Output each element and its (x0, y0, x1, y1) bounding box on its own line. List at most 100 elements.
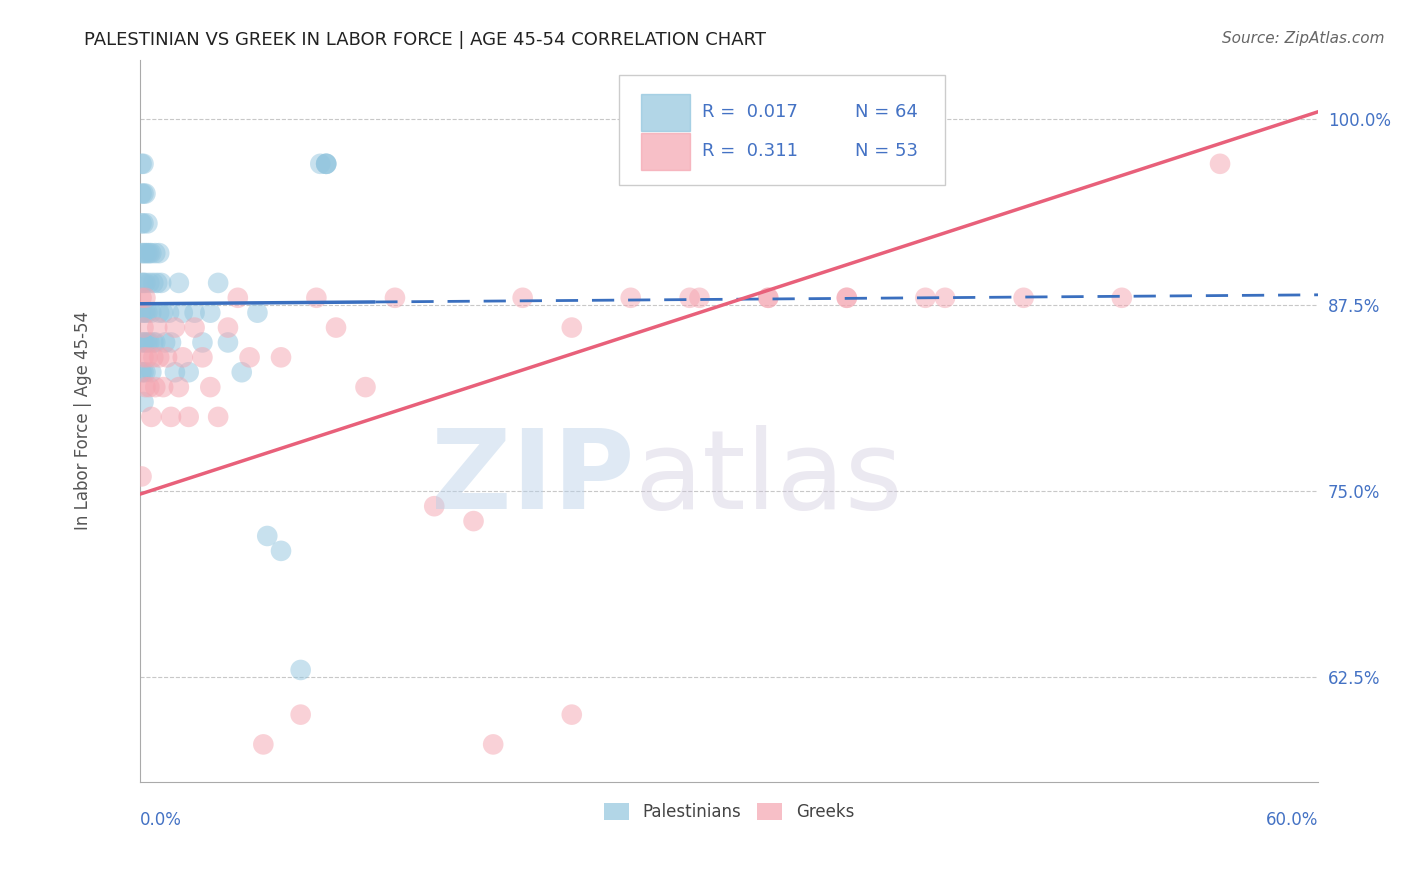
Point (132, 216, 155, 230)
Point (136, 351, 159, 365)
Text: atlas: atlas (634, 425, 903, 532)
Point (132, 335, 155, 350)
Point (131, 157, 153, 171)
Point (136, 335, 159, 350)
Point (156, 351, 179, 365)
Point (138, 246, 160, 260)
Point (131, 306, 153, 320)
Point (134, 291, 156, 305)
FancyBboxPatch shape (641, 94, 690, 131)
Point (1209, 157, 1232, 171)
Point (138, 380, 160, 394)
Point (146, 320, 169, 334)
Point (143, 335, 166, 350)
Point (134, 306, 156, 320)
Text: In Labor Force | Age 45-54: In Labor Force | Age 45-54 (75, 311, 91, 530)
Point (934, 291, 956, 305)
Point (835, 291, 858, 305)
Point (167, 380, 190, 394)
Point (163, 320, 186, 334)
Text: 60.0%: 60.0% (1265, 812, 1319, 830)
Point (191, 335, 214, 350)
Point (134, 186, 156, 201)
Text: N = 53: N = 53 (855, 143, 918, 161)
Point (177, 365, 200, 379)
Point (177, 409, 200, 424)
Point (270, 544, 292, 558)
Point (172, 351, 194, 365)
Text: Source: ZipAtlas.com: Source: ZipAtlas.com (1222, 31, 1385, 46)
Point (146, 276, 169, 290)
FancyBboxPatch shape (619, 76, 945, 185)
Point (354, 380, 377, 394)
Legend: Palestinians, Greeks: Palestinians, Greeks (598, 796, 860, 828)
Point (914, 291, 936, 305)
Point (143, 246, 166, 260)
Point (315, 157, 337, 171)
Point (132, 306, 155, 320)
Point (463, 514, 485, 528)
Point (1012, 291, 1035, 305)
Point (142, 351, 165, 365)
Point (384, 291, 406, 305)
Text: 0.0%: 0.0% (139, 812, 181, 830)
Point (142, 335, 165, 350)
Point (256, 529, 278, 543)
Point (423, 499, 446, 513)
Point (131, 291, 153, 305)
Point (132, 276, 155, 290)
Point (678, 291, 700, 305)
Point (217, 335, 239, 350)
Point (148, 306, 170, 320)
Text: PALESTINIAN VS GREEK IN LABOR FORCE | AGE 45-54 CORRELATION CHART: PALESTINIAN VS GREEK IN LABOR FORCE | AG… (84, 31, 766, 49)
Text: R =  0.311: R = 0.311 (702, 143, 797, 161)
Point (131, 469, 153, 483)
Text: R =  0.017: R = 0.017 (702, 103, 797, 121)
Point (134, 335, 156, 350)
Point (252, 738, 274, 752)
Point (152, 306, 174, 320)
Point (183, 320, 205, 334)
Point (207, 276, 229, 290)
Point (561, 707, 583, 722)
Point (290, 707, 312, 722)
Point (325, 320, 347, 334)
Point (160, 335, 183, 350)
Point (141, 365, 163, 379)
Point (1111, 291, 1133, 305)
Point (136, 246, 159, 260)
Point (153, 335, 176, 350)
Point (131, 365, 153, 379)
Point (132, 157, 155, 171)
Point (138, 335, 160, 350)
Point (132, 186, 155, 201)
Text: N = 64: N = 64 (855, 103, 918, 121)
Point (152, 380, 174, 394)
Point (217, 320, 239, 334)
Point (315, 157, 337, 171)
Point (270, 351, 292, 365)
Point (688, 291, 710, 305)
Point (239, 351, 262, 365)
Point (134, 276, 156, 290)
Point (246, 306, 269, 320)
Point (134, 380, 156, 394)
Text: ZIP: ZIP (432, 425, 634, 532)
Point (132, 246, 155, 260)
Point (231, 365, 253, 379)
Point (200, 380, 222, 394)
Point (142, 276, 165, 290)
Point (141, 246, 163, 260)
Point (207, 409, 229, 424)
Point (315, 157, 337, 171)
Point (148, 246, 170, 260)
Point (134, 365, 156, 379)
Point (131, 276, 153, 290)
Point (160, 409, 183, 424)
Point (167, 276, 190, 290)
Point (561, 320, 583, 334)
FancyBboxPatch shape (641, 133, 690, 170)
Point (141, 409, 163, 424)
Point (226, 291, 249, 305)
Point (756, 291, 779, 305)
